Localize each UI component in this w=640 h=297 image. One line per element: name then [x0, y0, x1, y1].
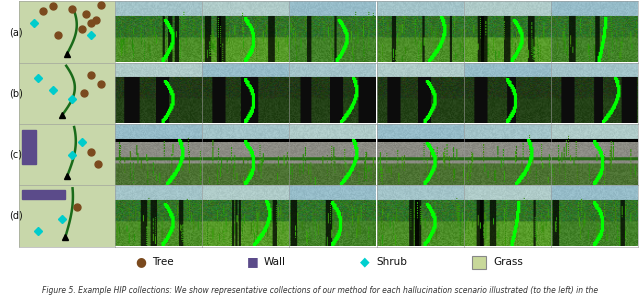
Text: ■: ■ [246, 255, 259, 268]
Text: Figure 5. Example HIP collections: We show representative collections of our met: Figure 5. Example HIP collections: We sh… [42, 286, 598, 295]
Text: Wall: Wall [264, 257, 286, 267]
Text: ●: ● [135, 255, 146, 268]
Text: Tree: Tree [152, 257, 173, 267]
Text: (c): (c) [10, 150, 22, 159]
Text: ◆: ◆ [360, 255, 369, 268]
Bar [22, 189, 65, 199]
Bar [22, 130, 36, 164]
Text: (b): (b) [9, 89, 23, 98]
Text: (a): (a) [9, 27, 23, 37]
Text: Grass: Grass [493, 257, 523, 267]
Text: Shrub: Shrub [376, 257, 407, 267]
Text: (d): (d) [9, 211, 23, 221]
